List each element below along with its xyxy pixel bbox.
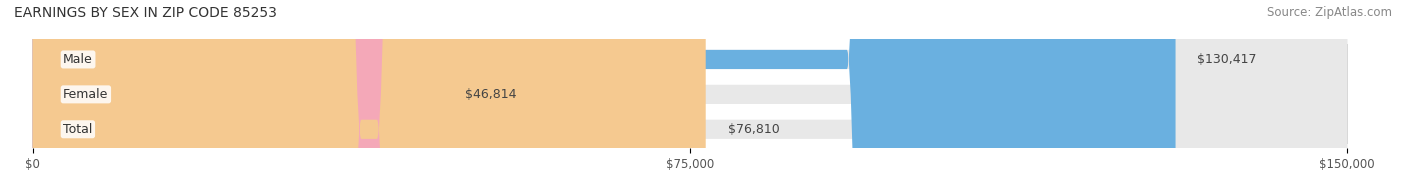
Text: $130,417: $130,417: [1198, 53, 1257, 66]
FancyBboxPatch shape: [32, 0, 1347, 196]
Text: Total: Total: [63, 123, 93, 136]
FancyBboxPatch shape: [32, 0, 443, 196]
Text: Male: Male: [63, 53, 93, 66]
FancyBboxPatch shape: [32, 0, 706, 196]
Text: EARNINGS BY SEX IN ZIP CODE 85253: EARNINGS BY SEX IN ZIP CODE 85253: [14, 6, 277, 20]
Text: $76,810: $76,810: [728, 123, 779, 136]
Text: $46,814: $46,814: [465, 88, 516, 101]
FancyBboxPatch shape: [32, 0, 1175, 196]
Text: Source: ZipAtlas.com: Source: ZipAtlas.com: [1267, 6, 1392, 19]
FancyBboxPatch shape: [32, 0, 1347, 196]
Text: Female: Female: [63, 88, 108, 101]
FancyBboxPatch shape: [32, 0, 1347, 196]
